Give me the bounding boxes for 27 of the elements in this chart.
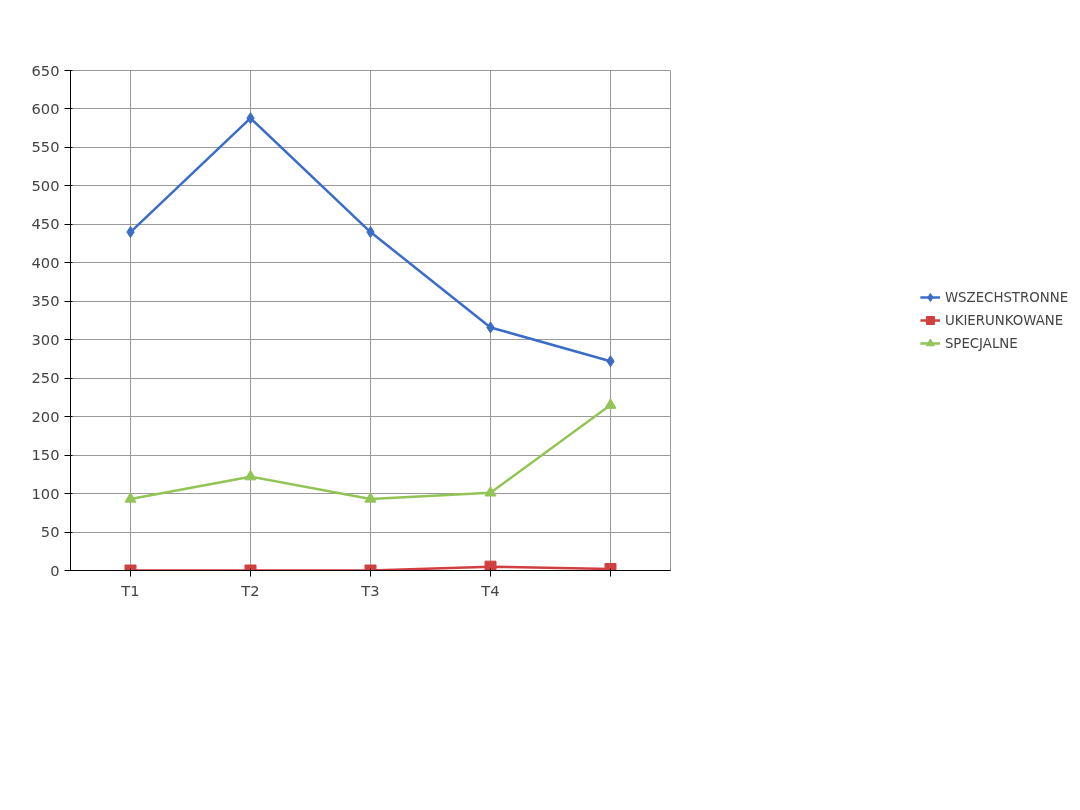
y-tick-label: 500	[31, 176, 60, 194]
point	[244, 469, 257, 481]
y-tick-label: 450	[31, 215, 60, 233]
legend-label: WSZECHSTRONNE	[944, 289, 1069, 305]
point	[124, 492, 137, 503]
y-tick-label: 50	[40, 523, 60, 541]
y-tick-label: 200	[31, 407, 60, 425]
y-tick-label: 250	[31, 369, 60, 387]
point	[364, 492, 377, 503]
y-tick-label: 400	[31, 253, 60, 271]
x-tick-label: T2	[240, 581, 260, 599]
y-tick-label: 600	[31, 99, 60, 117]
y-tick-label: 100	[31, 484, 60, 502]
y-tick-label: 300	[31, 330, 60, 348]
y-tick-label: 350	[31, 292, 60, 310]
x-tick-label: T4	[480, 581, 500, 599]
y-tick-label: 650	[31, 61, 60, 79]
point	[604, 398, 617, 409]
y-tick-label: 550	[31, 138, 60, 156]
y-tick-label: 150	[31, 446, 60, 464]
point	[484, 485, 497, 497]
legend-label: UKIERUNKOWANE	[944, 312, 1064, 328]
point	[484, 560, 497, 571]
y-tick-label: 0	[50, 561, 60, 579]
x-tick-label: T1	[120, 581, 140, 599]
legend-label: SPECJALNE	[944, 335, 1018, 351]
x-tick-label: T3	[360, 581, 380, 599]
